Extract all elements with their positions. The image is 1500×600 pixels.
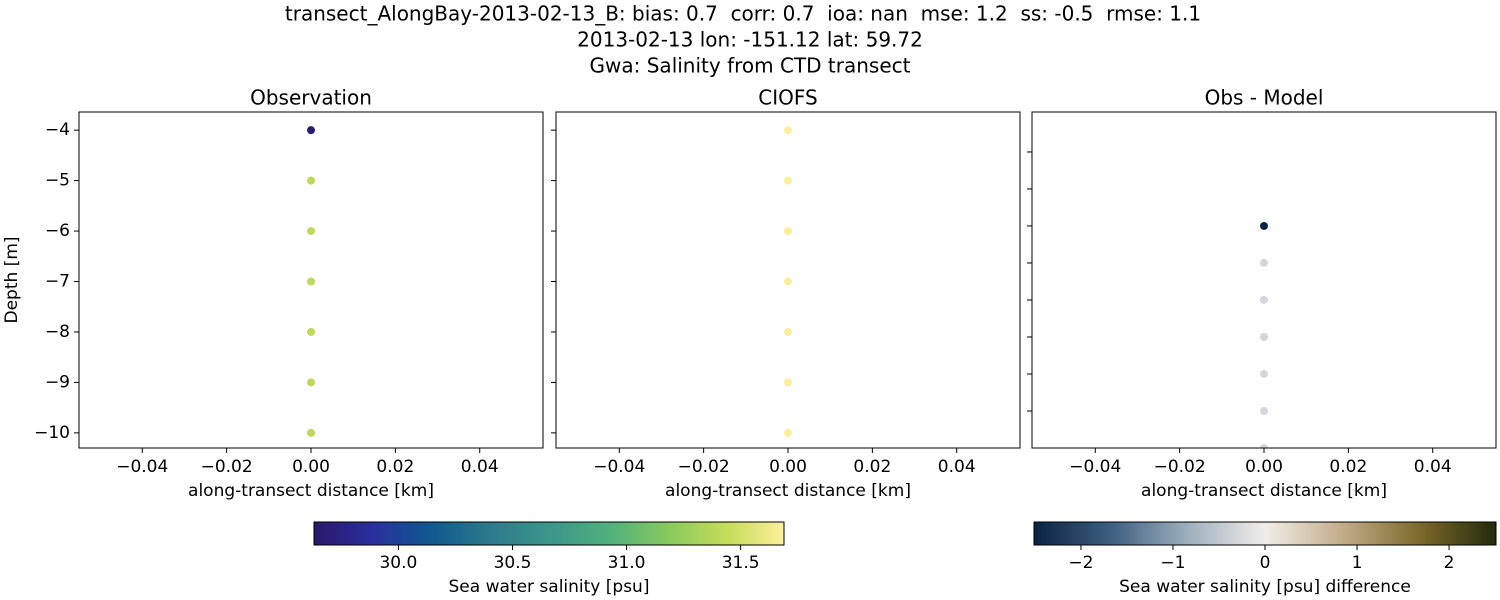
point: [784, 126, 792, 135]
x-tick-label: 0.00: [769, 457, 807, 477]
colorbar-tick-label: 0: [1260, 553, 1271, 573]
colorbar-tick-label: 1: [1352, 553, 1363, 573]
colorbar-tick-label: −1: [1160, 553, 1185, 573]
y-tick-label: −10: [34, 423, 70, 443]
point: [307, 126, 315, 135]
points: [307, 126, 315, 437]
colorbar: [313, 521, 785, 546]
colorbar-tick-label: 30.0: [379, 553, 417, 573]
x-tick-label: 0.02: [853, 457, 891, 477]
point: [307, 378, 315, 387]
x-tick-label: −0.04: [1069, 457, 1121, 477]
x-axis-label: along-transect distance [km]: [1141, 481, 1387, 501]
y-tick-label: −5: [45, 171, 70, 191]
x-tick-label: −0.04: [116, 457, 168, 477]
y-tick-label: −8: [45, 322, 70, 342]
point: [1260, 258, 1268, 267]
colorbar: [1033, 521, 1497, 546]
point: [1260, 406, 1268, 415]
panel-title: Obs - Model: [1205, 86, 1324, 110]
point: [307, 227, 315, 236]
points: [1260, 221, 1268, 448]
y-tick-label: −6: [45, 221, 70, 241]
colorbar-label: Sea water salinity [psu]: [449, 577, 650, 597]
point: [784, 428, 792, 437]
points: [784, 126, 792, 437]
point: [1260, 221, 1268, 230]
colorbar-tick-label: 30.5: [494, 553, 532, 573]
colorbar-tick-label: 2: [1444, 553, 1455, 573]
plot-frame: [78, 111, 544, 449]
point: [307, 277, 315, 286]
point: [1260, 444, 1268, 448]
x-tick-label: 0.04: [1414, 457, 1452, 477]
point: [784, 176, 792, 185]
point: [307, 428, 315, 437]
x-tick-label: 0.02: [1329, 457, 1367, 477]
point: [784, 327, 792, 336]
panel-title: Observation: [250, 86, 372, 110]
point: [307, 327, 315, 336]
title-line: Gwa: Salinity from CTD transect: [590, 54, 911, 78]
colorbar-label: Sea water salinity [psu] difference: [1119, 577, 1411, 597]
y-tick-label: −4: [45, 120, 70, 140]
x-tick-label: 0.04: [461, 457, 499, 477]
x-tick-label: 0.00: [1245, 457, 1283, 477]
x-tick-label: 0.02: [376, 457, 414, 477]
title-line: transect_AlongBay-2013-02-13_B: bias: 0.…: [285, 2, 1201, 26]
plot-frame: [1031, 111, 1497, 449]
y-tick-label: −9: [45, 372, 70, 392]
x-tick-label: −0.02: [201, 457, 253, 477]
colorbar-tick-label: 31.0: [608, 553, 646, 573]
x-axis-label: along-transect distance [km]: [665, 481, 911, 501]
colorbar-tick-label: 31.5: [722, 553, 760, 573]
y-tick-label: −7: [45, 272, 70, 292]
x-tick-label: −0.02: [678, 457, 730, 477]
x-tick-label: 0.00: [292, 457, 330, 477]
point: [784, 277, 792, 286]
x-tick-label: −0.02: [1154, 457, 1206, 477]
point: [784, 227, 792, 236]
plot-frame: [555, 111, 1021, 449]
point: [1260, 369, 1268, 378]
x-tick-label: 0.04: [938, 457, 976, 477]
y-axis-label: Depth [m]: [2, 236, 22, 323]
colorbar-tick-label: −2: [1068, 553, 1093, 573]
point: [1260, 295, 1268, 304]
point: [784, 378, 792, 387]
point: [1260, 332, 1268, 341]
x-tick-label: −0.04: [593, 457, 645, 477]
title-line: 2013-02-13 lon: -151.12 lat: 59.72: [577, 28, 923, 52]
point: [307, 176, 315, 185]
panel-title: CIOFS: [758, 86, 817, 110]
x-axis-label: along-transect distance [km]: [188, 481, 434, 501]
